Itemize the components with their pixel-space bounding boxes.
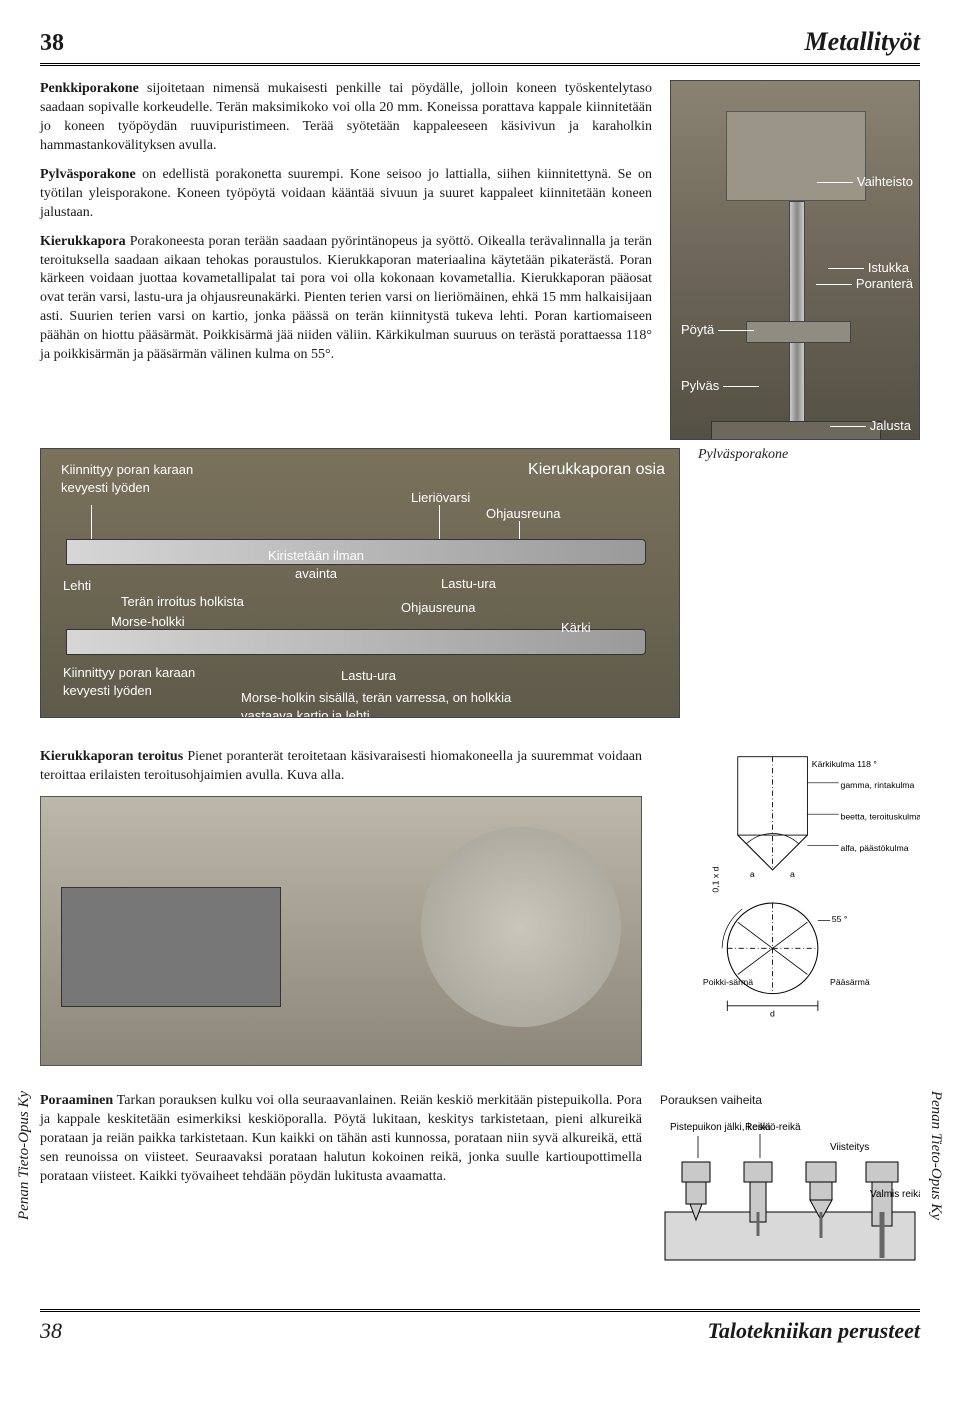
label-lastuura-2: Lastu-ura [341, 667, 396, 685]
label-kiinnittyy-2: Kiinnittyy poran karaan kevyesti lyöden [63, 664, 203, 699]
drill-column-icon [789, 201, 805, 431]
top-columns: Penkkiporakone sijoitetaan nimensä mukai… [40, 80, 920, 440]
page-header: 38 Metallityöt [40, 24, 920, 66]
term-pylvas: Pylväsporakone [40, 167, 136, 182]
geom-a-2: a [790, 869, 795, 879]
geom-gamma: gamma, rintakulma [841, 780, 915, 790]
label-jalusta: Jalusta [870, 417, 911, 435]
lead-2-icon [439, 505, 440, 539]
drillpress-photo: Vaihteisto Istukka Poranterä Pöytä Pylvä… [670, 80, 920, 440]
drill-caption-col: Pylväsporakone [698, 440, 898, 465]
label-irroitus: Terän irroitus holkista [121, 593, 244, 611]
poraus-title: Porauksen vaiheita [660, 1092, 920, 1108]
label-lastuura-1: Lastu-ura [441, 575, 496, 593]
kierukka-row: Kierukkaporan osia Kiinnittyy poran kara… [40, 440, 920, 718]
para-pylvas: Pylväsporakone on edellistä porakonetta … [40, 166, 652, 223]
geom-a-1: a [750, 869, 755, 879]
teroitus-row: Kierukkaporan teroitus Pienet poranterät… [40, 748, 920, 1066]
poraaminen-text: Poraaminen Tarkan porauksen kulku voi ol… [40, 1092, 642, 1196]
grinder-wheel-icon [421, 827, 621, 1027]
label-morse-note: Morse-holkin sisällä, terän varressa, on… [241, 689, 561, 718]
label-lehti: Lehti [63, 577, 91, 595]
page-number-top: 38 [40, 27, 64, 59]
lead-1-icon [91, 505, 92, 539]
poraus-reika: Reikä [745, 1122, 771, 1133]
label-kiristetaan: Kiristetään ilman avainta [266, 547, 366, 582]
para-kierukka: Kierukkapora Porakoneesta poran terään s… [40, 233, 652, 365]
label-ohjausreuna-2: Ohjausreuna [401, 599, 475, 617]
drillpress-column: Vaihteisto Istukka Poranterä Pöytä Pylvä… [670, 80, 920, 440]
poraus-piste: Pistepuikon jälki, keskiö-reikä [670, 1122, 801, 1133]
teroitus-left: Kierukkaporan teroitus Pienet poranterät… [40, 748, 642, 1066]
kierukka-title: Kierukkaporan osia [528, 459, 665, 481]
para-poraaminen: Poraaminen Tarkan porauksen kulku voi ol… [40, 1092, 642, 1186]
lead-3-icon [519, 521, 520, 539]
label-kiinnittyy-1: Kiinnittyy poran karaan kevyesti lyöden [61, 461, 201, 496]
term-penkki: Penkkiporakone [40, 81, 139, 96]
text-column: Penkkiporakone sijoitetaan nimensä mukai… [40, 80, 652, 440]
kierukka-photo: Kierukkaporan osia Kiinnittyy poran kara… [40, 448, 680, 718]
page-title: Metallityöt [804, 24, 920, 59]
geom-poikki: Poikki-särmä [703, 977, 753, 987]
geometry-diagram: Kärkikulma 118 ° gamma, rintakulma beett… [660, 748, 920, 1018]
geometry-svg-icon: Kärkikulma 118 ° gamma, rintakulma beett… [660, 748, 920, 1018]
poraaminen-row: Poraaminen Tarkan porauksen kulku voi ol… [40, 1092, 920, 1279]
term-teroitus: Kierukkaporan teroitus [40, 749, 183, 764]
grinder-photo [40, 796, 642, 1066]
geom-d01: 0,1 x d [711, 867, 721, 893]
para-penkki: Penkkiporakone sijoitetaan nimensä mukai… [40, 80, 652, 156]
drill-base-icon [711, 421, 881, 440]
term-kierukka: Kierukkapora [40, 234, 126, 249]
drill-table-icon [746, 321, 851, 343]
label-porantera: Poranterä [856, 275, 913, 293]
label-morseholkki: Morse-holkki [111, 613, 185, 631]
label-vaihteisto: Vaihteisto [857, 173, 913, 191]
page-footer: 38 Talotekniikan perusteet [40, 1309, 920, 1346]
publisher-left: Penan Tieto-Opus Ky [14, 1091, 34, 1220]
term-poraaminen: Poraaminen [40, 1093, 113, 1108]
geom-alfa: alfa, päästökulma [841, 843, 909, 853]
grinder-machine-icon [61, 887, 281, 1007]
poraus-viisteitys: Viisteitys [830, 1142, 869, 1153]
label-karki: Kärki [561, 619, 591, 637]
poraus-valmis: Valmis reikä [870, 1189, 920, 1200]
footer-title: Talotekniikan perusteet [708, 1316, 920, 1346]
geom-55: 55 ° [832, 915, 848, 925]
geom-d: d [770, 1009, 775, 1019]
para-teroitus: Kierukkaporan teroitus Pienet poranterät… [40, 748, 642, 786]
poraus-diagram: Porauksen vaiheita [660, 1092, 920, 1279]
drill-caption: Pylväsporakone [698, 446, 898, 465]
page-number-bottom: 38 [40, 1316, 62, 1346]
drill-head-icon [726, 111, 866, 201]
geom-karkikulma: Kärkikulma 118 ° [812, 760, 877, 770]
geom-paa: Pääsärmä [830, 977, 870, 987]
label-istukka: Istukka [868, 259, 909, 277]
drill-bit-2-icon [66, 629, 646, 655]
label-poyta: Pöytä [681, 321, 714, 339]
poraus-svg-icon: Pistepuikon jälki, keskiö-reikä Reikä Vi… [660, 1112, 920, 1272]
label-lieriovarsi: Lieriövarsi [411, 489, 470, 507]
label-ohjausreuna-1: Ohjausreuna [486, 505, 560, 523]
publisher-right: Penan Tieto-Opus Ky [926, 1091, 946, 1220]
label-pylvas: Pylväs [681, 377, 719, 395]
geom-beeta: beetta, teroituskulma [841, 812, 920, 822]
